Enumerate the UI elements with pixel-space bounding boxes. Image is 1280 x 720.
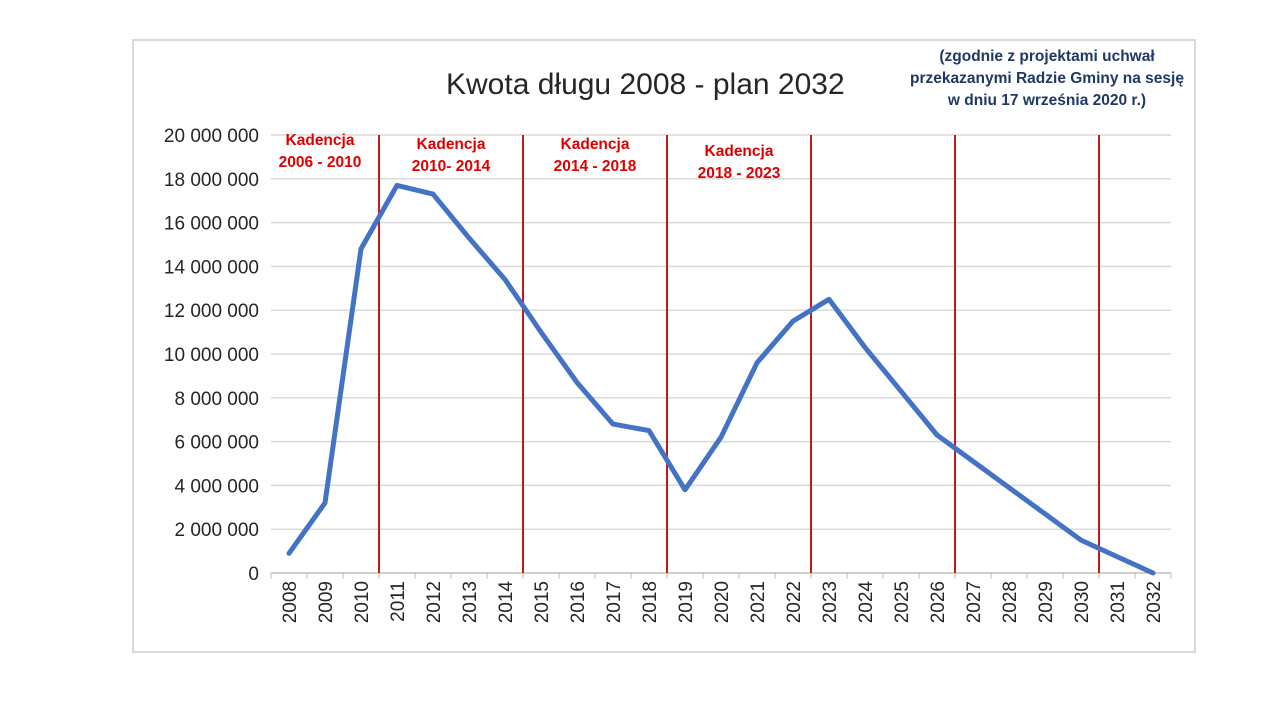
series-line [286, 182, 1156, 576]
x-tick-label: 2032 [1144, 581, 1165, 623]
term-label: 2014 - 2018 [554, 158, 637, 175]
x-tick-label: 2021 [748, 581, 769, 623]
x-tick-label: 2025 [892, 581, 913, 623]
y-tick-label: 14 000 000 [164, 257, 259, 278]
y-tick-label: 10 000 000 [164, 345, 259, 366]
x-tick-label: 2018 [640, 581, 661, 623]
y-tick-label: 20 000 000 [164, 126, 259, 147]
x-tick-label: 2009 [316, 581, 337, 623]
x-tick-label: 2015 [532, 581, 553, 623]
chart-note-line-3: w dniu 17 września 2020 r.) [947, 92, 1146, 109]
debt-line-chart: Kwota długu 2008 - plan 2032 (zgodnie z … [164, 48, 1184, 624]
x-tick-label: 2016 [568, 581, 589, 623]
gridlines [271, 134, 1171, 574]
x-tick-label: 2030 [1072, 581, 1093, 623]
y-tick-label: 12 000 000 [164, 301, 259, 322]
y-tick-label: 16 000 000 [164, 214, 259, 235]
term-label: Kadencja [561, 136, 630, 153]
x-tick-label: 2028 [1000, 581, 1021, 623]
x-tick-label: 2029 [1036, 581, 1057, 623]
x-tick-label: 2019 [676, 581, 697, 623]
x-axis: 2008 2009 2010 2011 2012 2013 2014 2015 2016 2017… [270, 573, 1172, 624]
term-label: 2010- 2014 [412, 158, 491, 175]
x-tick-label: 2027 [964, 581, 985, 623]
x-tick-label: 2014 [496, 581, 517, 624]
term-label: Kadencja [286, 132, 355, 149]
chart-frame: Kwota długu 2008 - plan 2032 (zgodnie z … [132, 39, 1196, 653]
y-tick-label: 18 000 000 [164, 170, 259, 191]
x-tick-label: 2011 [388, 581, 409, 622]
y-tick-label: 6 000 000 [174, 433, 259, 454]
x-tick-label: 2024 [856, 581, 877, 624]
term-label: Kadencja [705, 143, 774, 160]
term-labels: Kadencja 2006 - 2010 Kadencja 2010- 2014 Kad… [279, 132, 781, 182]
y-axis: 0 2 000 000 4 000 000 6 000 000 8 000 000 10 … [164, 126, 259, 585]
x-tick-label: 2008 [280, 581, 301, 623]
x-tick-label: 2013 [460, 581, 481, 623]
term-label: 2006 - 2010 [279, 154, 362, 171]
x-tick-label: 2031 [1108, 581, 1129, 623]
x-tick-label: 2020 [712, 581, 733, 623]
y-tick-label: 8 000 000 [174, 389, 259, 410]
series-group [286, 182, 1156, 576]
x-tick-label: 2023 [820, 581, 841, 623]
term-label: 2018 - 2023 [698, 165, 781, 182]
chart-note-line-2: przekazanymi Radzie Gminy na sesję [910, 70, 1184, 87]
term-boundaries [378, 135, 1100, 573]
y-tick-label: 2 000 000 [174, 520, 259, 541]
chart-note-line-1: (zgodnie z projektami uchwał [939, 48, 1155, 65]
x-tick-label: 2022 [784, 581, 805, 623]
x-tick-label: 2010 [352, 581, 373, 623]
x-tick-label: 2012 [424, 581, 445, 623]
y-tick-label: 0 [248, 564, 259, 585]
y-tick-label: 4 000 000 [174, 476, 259, 497]
chart-title: Kwota długu 2008 - plan 2032 [446, 68, 845, 101]
x-tick-label: 2017 [604, 581, 625, 623]
term-label: Kadencja [417, 136, 486, 153]
x-tick-label: 2026 [928, 581, 949, 623]
